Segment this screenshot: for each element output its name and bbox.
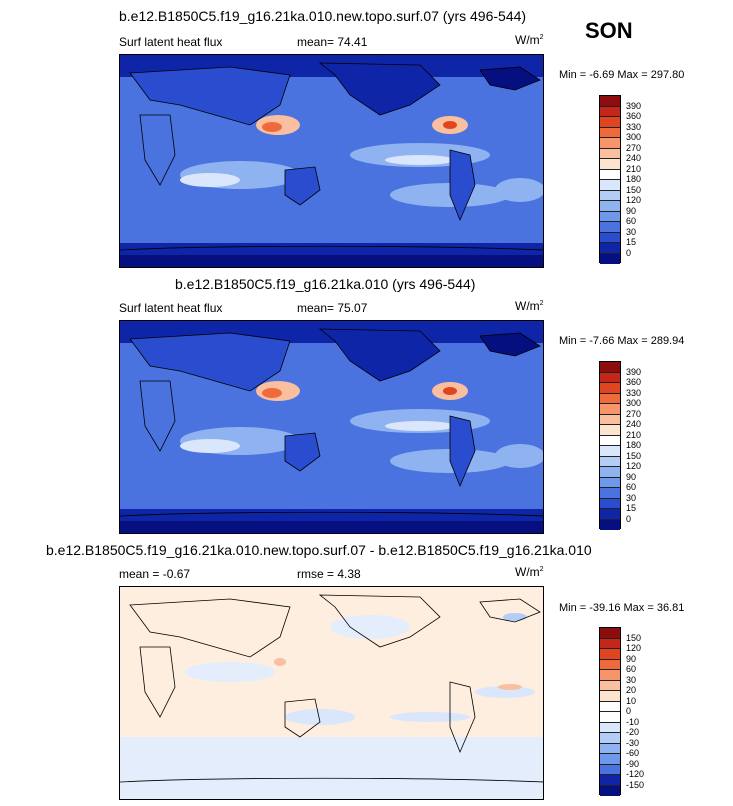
panel-2-colorbar	[599, 361, 621, 530]
panel-3-colorbar-tick-label: 60	[626, 664, 637, 674]
panel-3-minmax: Min = -39.16 Max = 36.81	[559, 602, 685, 614]
panel-1-colorbar-tick-label: 360	[626, 111, 642, 121]
panel-1-colorbar-tick-label: 210	[626, 163, 642, 174]
panel-1-colorbar-tick-label: 240	[626, 153, 642, 163]
panel-3-title: b.e12.B1850C5.f19_g16.21ka.010.new.topo.…	[46, 542, 592, 558]
panel-3-map	[119, 586, 544, 800]
panel-2-title: b.e12.B1850C5.f19_g16.21ka.010 (yrs 496-…	[175, 276, 476, 292]
panel-1-mean-label: mean= 74.41	[297, 35, 368, 49]
panel-2-colorbar-tick-label: 300	[626, 398, 642, 408]
panel-3-colorbar-tick-label: -150	[626, 779, 645, 790]
panel-3-units: W/m2	[515, 565, 544, 579]
panel-3-colorbar-tick-label: -60	[626, 748, 640, 758]
panel-3-colorbar-tick-label: -20	[626, 727, 640, 737]
panel-3-colorbar-tick-label: -120	[626, 769, 645, 779]
panel-2-variable-label: Surf latent heat flux	[119, 301, 223, 315]
panel-1-map	[119, 54, 544, 268]
panel-2-colorbar-tick-label: 330	[626, 387, 642, 398]
panel-3-colorbar-tick-label: -90	[626, 758, 640, 769]
panel-1-colorbar	[599, 95, 621, 264]
panel-1-colorbar-tick-label: 390	[626, 100, 642, 111]
panel-3-mean-label: mean = -0.67	[119, 567, 191, 581]
panel-1-colorbar-tick-label: 270	[626, 142, 642, 153]
panel-1-colorbar-tick-label: 15	[626, 237, 637, 247]
panel-1-colorbar-tick-label: 0	[626, 247, 632, 258]
panel-1-colorbar-tick-label: 90	[626, 205, 637, 216]
panel-3-colorbar-tick-label: 10	[626, 695, 637, 706]
panel-3-colorbar-tick-label: 0	[626, 706, 632, 716]
panel-1-colorbar-tick-label: 330	[626, 121, 642, 132]
panel-2-colorbar-tick-label: 360	[626, 377, 642, 387]
panel-1-title: b.e12.B1850C5.f19_g16.21ka.010.new.topo.…	[119, 8, 527, 24]
panel-1-colorbar-tick-label: 150	[626, 184, 642, 195]
panel-2-colorbar-tick-label: 60	[626, 482, 637, 492]
panel-2-colorbar-tick-label: 210	[626, 429, 642, 440]
panel-2-colorbar-tick-label: 90	[626, 471, 637, 482]
panel-1-minmax: Min = -6.69 Max = 297.80	[559, 69, 685, 81]
panel-2-map	[119, 320, 544, 534]
panel-3-colorbar-tick-label: -30	[626, 737, 640, 748]
panel-2-colorbar-tick-label: 15	[626, 503, 637, 513]
panel-2-colorbar-tick-label: 120	[626, 461, 642, 471]
panel-3-colorbar-tick-label: 30	[626, 674, 637, 685]
panel-3-colorbar-tick-label: 150	[626, 632, 642, 643]
panel-2-colorbar-tick-label: 150	[626, 450, 642, 461]
season-label: SON	[585, 18, 633, 43]
panel-2-colorbar-tick-label: 180	[626, 440, 642, 450]
panel-1-colorbar-tick-label: 300	[626, 132, 642, 142]
panel-2-mean-label: mean= 75.07	[297, 301, 368, 315]
panel-1-units: W/m2	[515, 33, 544, 47]
panel-2-colorbar-tick-label: 0	[626, 513, 632, 524]
panel-2-colorbar-tick-label: 240	[626, 419, 642, 429]
panel-3-colorbar-tick-label: -10	[626, 716, 640, 727]
panel-1-variable-label: Surf latent heat flux	[119, 35, 223, 49]
panel-2-minmax: Min = -7.66 Max = 289.94	[559, 335, 685, 347]
panel-2-units: W/m2	[515, 299, 544, 313]
panel-3-colorbar-tick-label: 20	[626, 685, 637, 695]
panel-3-rmse-label: rmse = 4.38	[297, 567, 361, 581]
panel-3-colorbar-tick-label: 120	[626, 643, 642, 653]
panel-1-colorbar-tick-label: 120	[626, 195, 642, 205]
panel-1-colorbar-tick-label: 30	[626, 226, 637, 237]
panel-1-colorbar-tick-label: 60	[626, 216, 637, 226]
panel-2-colorbar-tick-label: 390	[626, 366, 642, 377]
panel-3-colorbar	[599, 627, 621, 796]
panel-2-colorbar-tick-label: 270	[626, 408, 642, 419]
panel-1-colorbar-tick-label: 180	[626, 174, 642, 184]
panel-3-colorbar-tick-label: 90	[626, 653, 637, 664]
panel-2-colorbar-tick-label: 30	[626, 492, 637, 503]
